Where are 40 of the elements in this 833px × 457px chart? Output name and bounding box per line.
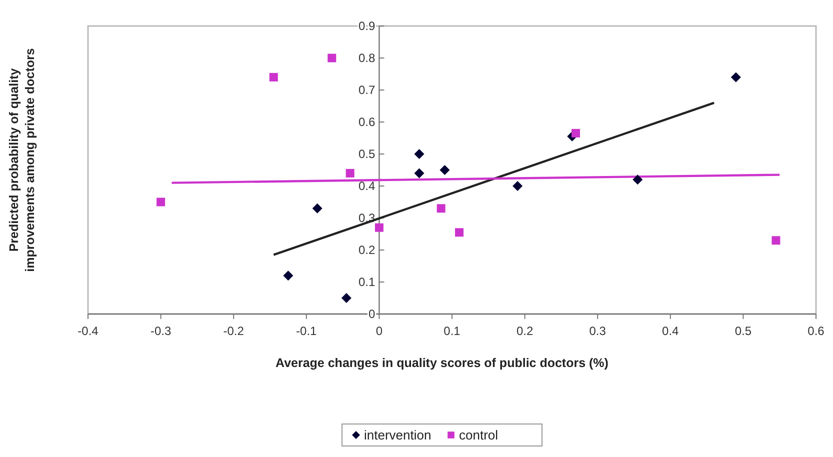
x-tick-label: 0.6 <box>808 324 825 338</box>
point <box>414 168 424 178</box>
x-axis-title: Average changes in quality scores of public doctors (%) <box>276 356 608 370</box>
y-tick-label: 0.4 <box>358 179 376 193</box>
y-tick-label: 0.9 <box>358 19 376 33</box>
x-tick-label: -0.4 <box>78 324 99 338</box>
point <box>572 128 580 138</box>
point <box>346 168 354 178</box>
x-tick-label: 0.1 <box>444 324 461 338</box>
point <box>455 228 464 237</box>
x-tick-label: -0.2 <box>223 324 244 338</box>
point <box>341 293 352 303</box>
legend-label: intervention <box>364 428 432 442</box>
x-tick-label: 0.5 <box>734 324 752 338</box>
y-tick-label: 0.5 <box>358 147 376 161</box>
y-axis-title: Predicted probability of quality improvements among private doctors <box>7 48 37 272</box>
point <box>730 72 741 82</box>
point <box>632 174 643 185</box>
point <box>156 198 166 206</box>
point <box>772 236 780 245</box>
y-tick-label: 0.7 <box>358 83 376 97</box>
y-tick-label: 0.1 <box>358 275 376 289</box>
x-tick-label: 0.2 <box>516 324 534 338</box>
x-tick-label: -0.1 <box>296 324 318 338</box>
point <box>283 270 294 281</box>
point <box>269 72 278 82</box>
y-tick-label: 0.2 <box>358 243 376 257</box>
point <box>440 165 450 175</box>
point <box>414 149 424 159</box>
point <box>374 223 384 232</box>
point <box>512 181 523 191</box>
legend-label: control <box>459 428 498 442</box>
point <box>312 203 322 214</box>
x-tick-label: 0.3 <box>589 324 606 338</box>
y-tick-label: 0.6 <box>358 115 376 129</box>
x-tick-label: -0.3 <box>150 324 172 338</box>
point <box>328 54 336 62</box>
point <box>436 204 446 213</box>
y-tick-label: 0.8 <box>358 51 376 65</box>
x-tick-label: 0.4 <box>662 324 680 338</box>
